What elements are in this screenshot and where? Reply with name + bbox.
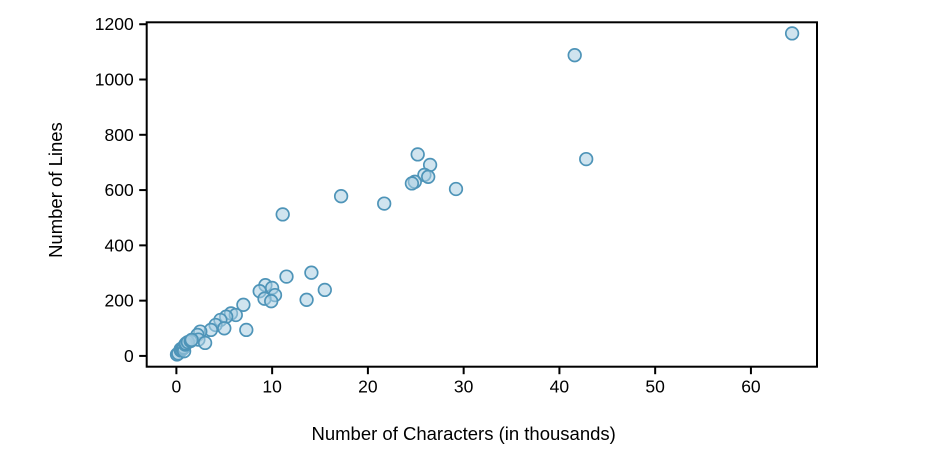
data-point: [279, 269, 294, 284]
x-tick-label: 40: [550, 377, 570, 397]
data-point: [377, 196, 392, 211]
data-point: [184, 332, 199, 348]
data-point: [421, 169, 436, 184]
x-tick-label: 10: [262, 377, 282, 397]
data-point: [275, 207, 290, 222]
y-axis-title: Number of Lines: [45, 122, 66, 258]
data-point: [304, 265, 319, 280]
x-axis-title: Number of Characters (in thousands): [311, 423, 615, 444]
data-point: [197, 335, 213, 351]
data-point: [217, 321, 232, 336]
y-tick-label: 200: [104, 291, 133, 311]
data-points-layer: [169, 26, 800, 362]
data-point: [236, 297, 251, 312]
x-tick-label: 30: [454, 377, 474, 397]
y-tick-label: 400: [104, 235, 133, 255]
data-point: [299, 292, 314, 307]
y-tick-label: 800: [104, 125, 133, 145]
x-tick-label: 20: [358, 377, 378, 397]
x-tick-label: 50: [645, 377, 665, 397]
data-point: [264, 294, 279, 309]
y-tick-label: 1200: [95, 14, 134, 34]
y-axis-ticks: 0 200 400 600 800 1000 1200: [95, 14, 147, 366]
x-axis-ticks: 0 10 20 30 40 50 60: [172, 366, 761, 397]
data-point: [333, 189, 349, 204]
data-point: [404, 176, 420, 191]
y-tick-label: 0: [124, 346, 134, 366]
y-tick-label: 1000: [95, 70, 134, 90]
plot-border: [145, 21, 818, 368]
data-point: [784, 26, 800, 41]
x-tick-label: 60: [741, 377, 761, 397]
y-tick-label: 600: [104, 180, 133, 200]
data-point: [579, 151, 594, 167]
data-point: [239, 322, 254, 338]
x-tick-label: 0: [172, 377, 182, 397]
data-point: [317, 282, 332, 298]
data-point: [410, 147, 425, 162]
data-point: [448, 181, 464, 197]
data-point: [567, 48, 582, 63]
